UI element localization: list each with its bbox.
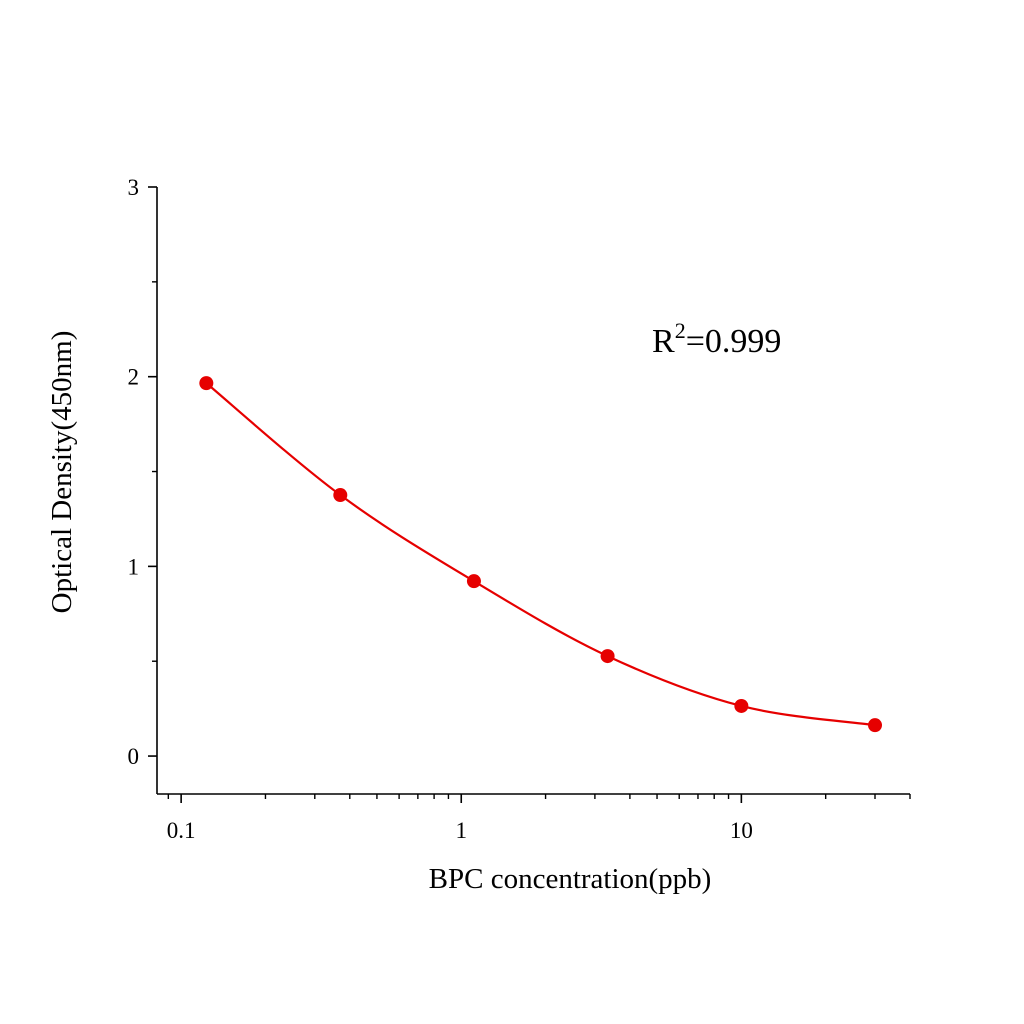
data-point xyxy=(199,376,214,391)
axes xyxy=(156,187,910,795)
fit-curve xyxy=(205,382,876,727)
y-tick-label: 2 xyxy=(128,365,140,390)
ticks: 0 1 2 3 0.1 1 10 xyxy=(128,175,911,843)
data-point xyxy=(868,718,883,733)
x-tick-label: 0.1 xyxy=(167,818,196,843)
x-axis-title: BPC concentration(ppb) xyxy=(429,863,712,895)
y-tick-label: 1 xyxy=(128,554,140,579)
y-axis-title: Optical Density(450nm) xyxy=(46,331,78,614)
data-point xyxy=(333,488,348,503)
x-tick-label: 10 xyxy=(730,818,753,843)
r-squared-annotation: R2=0.999 xyxy=(652,318,781,360)
y-tick-label: 3 xyxy=(128,175,140,200)
data-point xyxy=(600,649,615,664)
data-point xyxy=(734,698,749,713)
y-tick-label: 0 xyxy=(128,744,140,769)
data-points xyxy=(199,376,883,733)
x-tick-label: 1 xyxy=(455,818,467,843)
data-point xyxy=(466,574,481,589)
